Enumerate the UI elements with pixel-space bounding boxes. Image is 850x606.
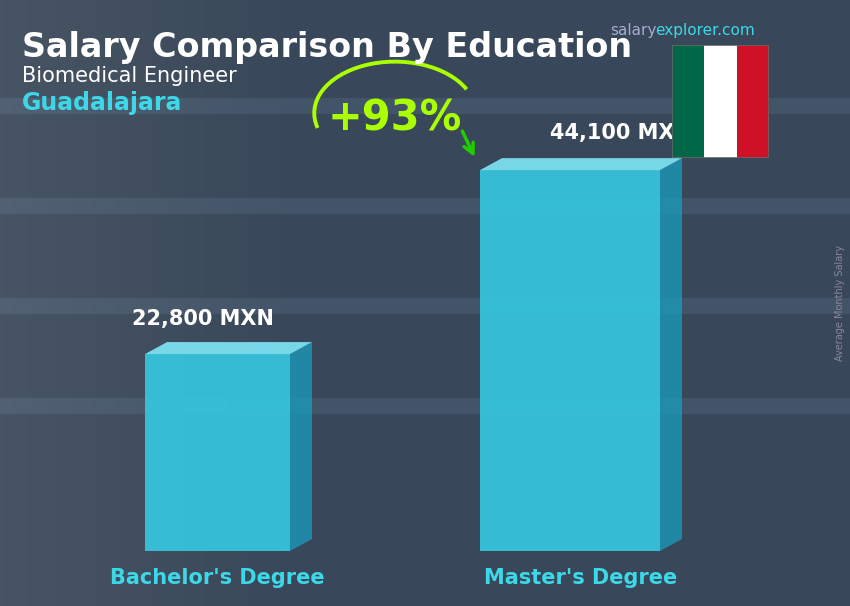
Text: salary: salary [610,23,656,38]
Text: Master's Degree: Master's Degree [484,568,677,588]
Bar [672,45,704,158]
Polygon shape [145,342,312,354]
Text: Average Monthly Salary: Average Monthly Salary [835,245,845,361]
Text: 44,100 MXN: 44,100 MXN [550,123,692,143]
Text: Biomedical Engineer: Biomedical Engineer [22,66,237,86]
Text: Guadalajara: Guadalajara [22,91,183,115]
Polygon shape [660,158,682,551]
Text: +93%: +93% [328,97,462,139]
Bar [480,170,660,551]
Text: 22,800 MXN: 22,800 MXN [132,309,274,329]
Bar [704,45,737,158]
Bar [145,354,290,551]
Bar [737,45,769,158]
Text: explorer.com: explorer.com [655,23,755,38]
Text: Bachelor's Degree: Bachelor's Degree [110,568,325,588]
Text: Salary Comparison By Education: Salary Comparison By Education [22,31,632,64]
Polygon shape [290,342,312,551]
Polygon shape [480,158,682,170]
